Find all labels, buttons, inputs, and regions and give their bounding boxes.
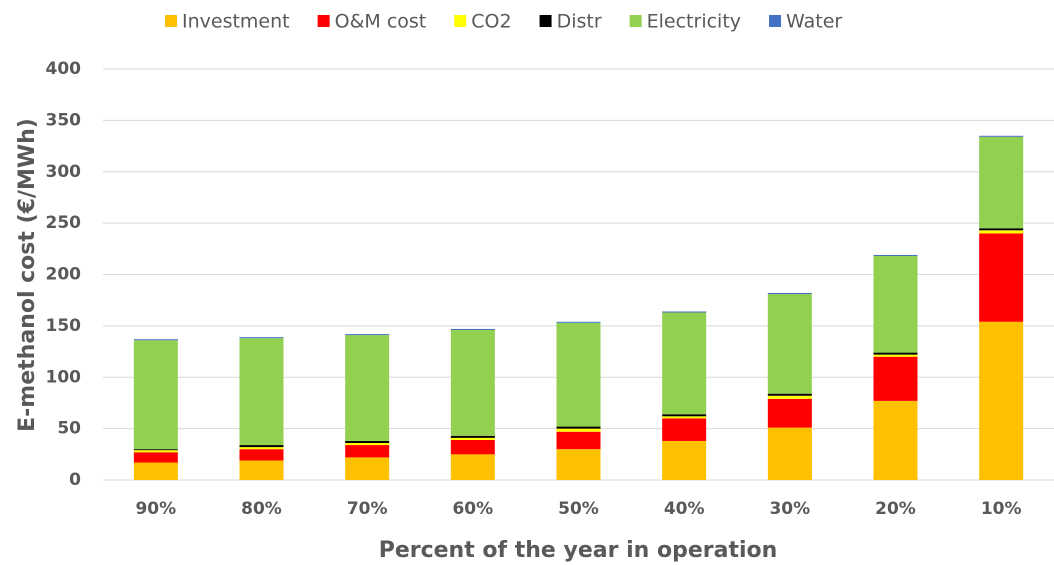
- bar-segment: [662, 440, 707, 480]
- bar-segment: [133, 339, 178, 341]
- y-tick-label: 400: [46, 59, 82, 79]
- x-tick-label: 10%: [981, 499, 1022, 519]
- bar-segment: [239, 337, 284, 339]
- x-tick-label: 80%: [241, 499, 282, 519]
- bar-segment: [767, 393, 812, 396]
- y-tick-label: 0: [69, 470, 81, 490]
- bar-segment: [979, 233, 1024, 322]
- bar-segment: [873, 356, 918, 401]
- bar-segment: [345, 445, 390, 458]
- bar-segment: [556, 321, 601, 323]
- bar-segment: [979, 228, 1024, 231]
- x-tick-label: 60%: [452, 499, 493, 519]
- bar-segment: [450, 439, 495, 455]
- legend-label: Distr: [557, 11, 602, 33]
- x-tick-label: 50%: [558, 499, 599, 519]
- legend-swatch: [454, 15, 467, 27]
- x-tick-label: 40%: [664, 499, 705, 519]
- y-axis-title: E-methanol cost (€/MWh): [15, 118, 40, 432]
- bar-segment: [979, 136, 1024, 229]
- legend-swatch: [165, 15, 177, 27]
- bar-segment: [979, 135, 1024, 137]
- bar-segment: [873, 256, 918, 353]
- bar-segment: [239, 445, 284, 448]
- bar-segment: [979, 230, 1024, 234]
- y-tick-label: 50: [57, 419, 81, 439]
- bar-segment: [873, 352, 918, 355]
- bar-segment: [662, 418, 707, 441]
- legend-label: Water: [786, 11, 842, 33]
- y-tick-label: 150: [46, 316, 82, 336]
- legend-swatch: [629, 15, 642, 27]
- bar-segment: [133, 452, 178, 463]
- y-tick-label: 200: [46, 265, 82, 285]
- bar-segment: [873, 354, 918, 357]
- bar-segment: [239, 460, 284, 480]
- bar-segment: [133, 449, 178, 451]
- legend-label: Electricity: [647, 11, 741, 33]
- bar-segment: [239, 338, 284, 446]
- bar-segment: [662, 312, 707, 415]
- bar-segment: [556, 322, 601, 427]
- bar-segment: [556, 426, 601, 429]
- bar-segment: [767, 294, 812, 394]
- bar-segment: [662, 414, 707, 417]
- bar-segment: [979, 321, 1024, 480]
- bar-segment: [767, 398, 812, 428]
- legend-swatch: [769, 15, 782, 27]
- x-tick-label: 30%: [769, 499, 810, 519]
- x-axis-title: Percent of the year in operation: [379, 538, 778, 563]
- legend-swatch: [317, 15, 330, 27]
- bar-segment: [873, 400, 918, 480]
- bar-segment: [133, 462, 178, 480]
- bar-segment: [662, 416, 707, 419]
- y-tick-label: 350: [46, 110, 82, 130]
- bar-segment: [345, 335, 390, 441]
- bar-segment: [239, 447, 284, 450]
- bar-segment: [345, 334, 390, 336]
- bar-segment: [450, 435, 495, 438]
- bar-segment: [239, 449, 284, 461]
- bar-segment: [133, 340, 178, 450]
- bar-segment: [767, 292, 812, 295]
- legend-label: O&M cost: [335, 11, 427, 33]
- x-tick-label: 20%: [875, 499, 916, 519]
- y-tick-label: 100: [46, 367, 82, 387]
- bar-segment: [556, 449, 601, 480]
- x-tick-label: 70%: [347, 499, 388, 519]
- y-tick-label: 250: [46, 213, 82, 233]
- bar-segment: [662, 311, 707, 313]
- bar-segment: [556, 428, 601, 432]
- bar-segment: [133, 450, 178, 453]
- bar-segment: [767, 395, 812, 399]
- bar-segment: [345, 440, 390, 444]
- y-tick-label: 300: [46, 162, 82, 182]
- x-tick-label: 90%: [135, 499, 176, 519]
- legend-label: CO2: [471, 11, 511, 33]
- bar-segment: [450, 454, 495, 480]
- bar-segment: [450, 437, 495, 440]
- bar-segment: [345, 457, 390, 480]
- bar-segment: [450, 328, 495, 330]
- bar-segment: [450, 329, 495, 436]
- legend-swatch: [539, 15, 552, 27]
- legend-label: Investment: [182, 11, 290, 33]
- bar-segment: [873, 254, 918, 257]
- bar-segment: [345, 443, 390, 446]
- bar-segment: [556, 431, 601, 450]
- bar-segment: [767, 427, 812, 480]
